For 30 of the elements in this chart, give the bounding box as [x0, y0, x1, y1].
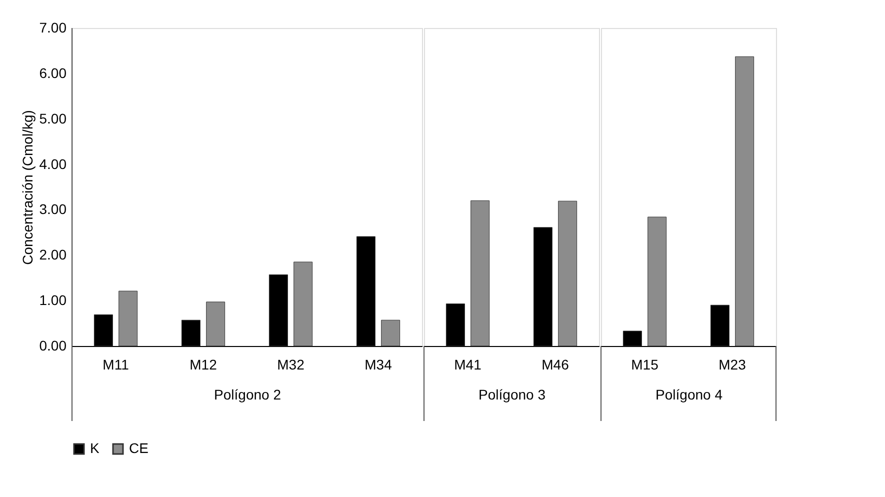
legend-label: K	[90, 440, 100, 456]
y-tick-label: 4.00	[39, 156, 67, 172]
bar	[735, 56, 754, 346]
x-axis-title: Polígono 3	[478, 386, 546, 402]
y-tick-label: 1.00	[39, 292, 67, 308]
bar	[470, 200, 490, 346]
y-tick-label: 6.00	[39, 64, 67, 81]
x-tick-label: M15	[631, 356, 659, 372]
x-tick-label: M32	[277, 356, 305, 372]
y-tick-label: 5.00	[39, 110, 67, 126]
bar	[294, 262, 313, 346]
x-tick-label: M34	[364, 356, 392, 372]
bar	[648, 216, 667, 346]
y-tick-label: 0.00	[39, 338, 67, 354]
x-axis-title: Polígono 2	[214, 386, 282, 402]
x-axis-title: Polígono 4	[656, 386, 723, 402]
x-tick-label: M46	[542, 356, 570, 372]
bar	[206, 302, 226, 346]
y-axis-title: Concentración (Cmol/kg)	[19, 110, 36, 265]
y-tick-label: 7.00	[39, 20, 67, 36]
x-tick-label: M41	[454, 356, 482, 372]
y-tick-label: 2.00	[39, 246, 67, 263]
bar	[558, 200, 578, 346]
bar	[118, 290, 138, 346]
bar	[381, 320, 400, 346]
y-tick-label: 3.00	[39, 201, 67, 218]
x-tick-label: M11	[102, 356, 130, 372]
x-tick-label: M12	[190, 356, 218, 372]
x-tick-label: M23	[718, 356, 746, 372]
legend-label: CE	[129, 440, 148, 456]
